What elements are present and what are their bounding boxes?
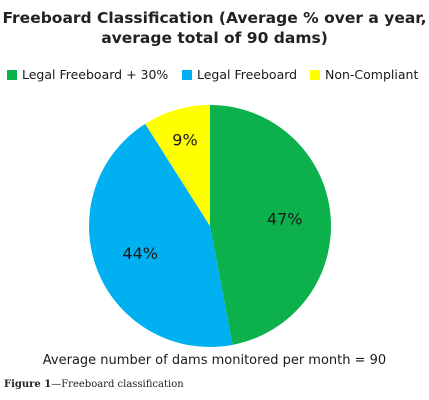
chart-title-line-1: Freeboard Classification (Average % over… (2, 9, 427, 27)
pie-slice-label-non-compliant: 9% (172, 131, 197, 150)
caption-separator: — (51, 379, 62, 390)
pie-slice-labels: 47% 44% 9% (122, 131, 302, 264)
pie-slice-legal-freeboard (88, 123, 233, 348)
chart-footnote: Average number of dams monitored per mon… (42, 353, 387, 368)
pie-slices (88, 105, 332, 348)
legend-label-non-compliant: Non-Compliant (325, 67, 419, 82)
legend-swatch-legal-freeboard-plus-30 (7, 70, 17, 80)
pie-slice-label-legal-freeboard: 44% (122, 244, 158, 263)
caption-text: Freeboard classification (61, 379, 184, 390)
chart-title: Freeboard Classification (Average % over… (0, 8, 429, 48)
pie-slice-non-compliant (145, 105, 210, 226)
pie-slice-label-legal-freeboard-30: 47% (267, 209, 303, 228)
figure-caption: Figure 1—Freeboard classification (4, 378, 184, 392)
legend-label-legal-freeboard: Legal Freeboard (197, 67, 298, 82)
legend-swatch-non-compliant (310, 70, 320, 80)
chart-legend: Legal Freeboard + 30% Legal Freeboard No… (0, 66, 429, 84)
legend-label-legal-freeboard-plus-30: Legal Freeboard + 30% (22, 67, 169, 82)
chart-title-line-2: average total of 90 dams) (101, 29, 328, 47)
pie-slice-legal-freeboard-30 (210, 105, 332, 345)
legend-swatch-legal-freeboard (182, 70, 192, 80)
figure-number: Figure 1 (4, 379, 52, 390)
